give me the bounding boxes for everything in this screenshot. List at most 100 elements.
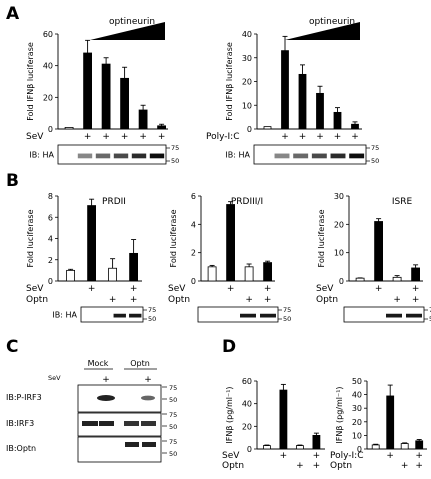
blot-band (406, 313, 422, 318)
treatment-sign: + (393, 295, 401, 305)
y-tick-label: 20 (334, 220, 344, 229)
y-tick-label: 40 (242, 400, 252, 409)
blot-label: IB: HA (225, 151, 250, 160)
y-tick-label: 0 (191, 277, 196, 286)
mw-label: 50 (283, 315, 291, 323)
y-tick-label: 40 (43, 62, 53, 71)
treatment-sign: + (139, 132, 147, 142)
treatment-sign: + (280, 451, 288, 461)
treatment-row-label: Poly-I:C (206, 132, 240, 142)
optineurin-gradient-triangle (90, 22, 165, 40)
bar (262, 445, 271, 450)
bar (83, 52, 92, 130)
blot-box (80, 306, 144, 323)
chart-title: PRDII (102, 197, 126, 207)
treatment-sign: + (296, 461, 304, 471)
bar (207, 266, 217, 282)
treatment-sign: + (130, 284, 138, 294)
blot-c-pirf3-band-4 (141, 395, 155, 401)
chart-a2: 0 10 20 30 40 Fold IFNβ luciferase optineurin P… (206, 17, 379, 165)
mw-label: 50 (429, 315, 431, 323)
bar (355, 277, 365, 282)
y-tick-label: 10 (352, 431, 362, 440)
bar (87, 205, 96, 282)
treatment-row-label: Optn (222, 461, 244, 471)
y-tick-label: 0 (48, 125, 53, 134)
treatment-sign: + (84, 132, 92, 142)
blot-label: IB: HA (52, 311, 77, 320)
blot-box (253, 144, 367, 165)
y-tick-label: 30 (334, 192, 344, 201)
blot-box (343, 306, 425, 323)
blot-c-pirf3-mw-50: 50 (169, 396, 177, 404)
blot-strip: IB: HA 75 50 (29, 144, 179, 165)
treatment-row-label: Optn (168, 295, 190, 305)
blot-box (57, 144, 167, 165)
blot-c-optn-mw-75: 75 (169, 438, 177, 446)
blot-c-sev-sign-2: + (102, 375, 110, 385)
mw-label: 75 (283, 306, 291, 314)
bar (129, 252, 139, 282)
bar (226, 204, 236, 282)
treatment-sign: + (316, 132, 324, 142)
blot-band (113, 153, 129, 159)
blot-c-sev-sign-4: + (144, 375, 152, 385)
treatment-sign: + (227, 284, 235, 294)
bar (138, 109, 148, 130)
blot-band (386, 313, 402, 318)
blot-box (197, 306, 279, 323)
bar (386, 395, 395, 450)
blot-c-irf3-band-4 (141, 421, 156, 426)
mw-label: 75 (171, 144, 179, 152)
treatment-row-label: SeV (26, 284, 44, 294)
bar (333, 111, 342, 130)
blot-label: IB: HA (29, 151, 54, 160)
blot-band (240, 313, 256, 318)
blot-c-row-pirf3-label: IB:P-IRF3 (6, 393, 42, 402)
treatment-sign: + (412, 295, 420, 305)
bar (66, 269, 75, 282)
treatment-sign: + (351, 132, 359, 142)
blot-band (293, 153, 309, 159)
treatment-sign: + (313, 451, 321, 461)
blot-band (131, 153, 147, 159)
y-tick-label: 30 (352, 404, 362, 413)
treatment-sign: + (401, 461, 409, 471)
chart-a1: 0 20 40 60 Fold IFNβ luciferase optineurin SeV… (26, 17, 179, 165)
mw-label: 50 (171, 157, 179, 165)
y-tick-label: 10 (242, 101, 252, 110)
y-tick-label: 50 (352, 377, 362, 386)
blot-band (274, 153, 290, 159)
panel-letter-c: C (6, 337, 18, 357)
treatment-sign: + (386, 451, 394, 461)
blot-c-optn-band-4 (142, 442, 156, 447)
y-tick-label: 2 (48, 256, 53, 265)
treatment-sign: + (415, 461, 423, 471)
treatment-row-label: SeV (316, 284, 334, 294)
treatment-sign: + (130, 295, 138, 305)
bar (316, 92, 324, 130)
treatment-sign: + (313, 461, 321, 471)
y-axis-label: Fold IFNβ luciferase (26, 42, 35, 121)
y-tick-label: 2 (191, 249, 196, 258)
blot-c-optn-box (77, 436, 162, 463)
blot-c-irf3-band-1 (82, 421, 98, 426)
treatment-sign: + (281, 132, 289, 142)
bar (298, 73, 307, 130)
treatment-sign: + (121, 132, 129, 142)
bar (295, 445, 304, 450)
y-tick-label: 20 (352, 418, 362, 427)
bar (64, 127, 74, 130)
panel-letter-d: D (222, 337, 236, 357)
y-axis-label: Fold luciferase (317, 209, 326, 267)
chart-title: PRDIII/I (231, 197, 263, 207)
treatment-sign: + (375, 284, 383, 294)
y-tick-label: 0 (357, 445, 362, 454)
blot-band (311, 153, 327, 159)
blot-c-pirf3-mw-75: 75 (169, 384, 177, 392)
